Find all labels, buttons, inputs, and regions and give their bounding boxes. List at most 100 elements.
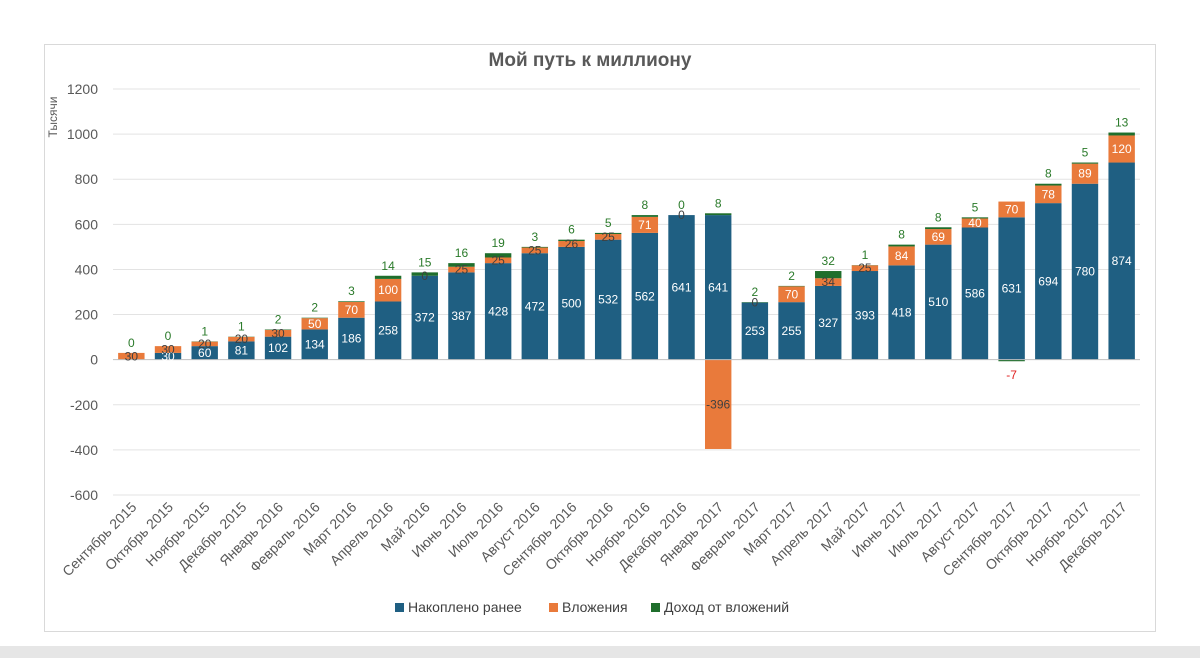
data-label: 255: [782, 324, 802, 338]
data-label: 562: [635, 289, 655, 303]
data-label: 30: [161, 343, 175, 357]
data-label: 0: [165, 329, 172, 343]
legend-label: Вложения: [562, 599, 628, 615]
bar-segment: [594, 234, 622, 240]
data-label: 70: [1005, 202, 1019, 216]
data-label: 586: [965, 287, 985, 301]
data-label: 50: [308, 317, 322, 331]
bar-segment: [191, 341, 218, 347]
data-label: 1: [238, 320, 245, 334]
data-label: 8: [641, 198, 648, 212]
data-label: 120: [1112, 142, 1132, 156]
data-label: 70: [785, 287, 799, 301]
data-label: 100: [378, 283, 398, 297]
bar-segment: [264, 329, 292, 337]
data-label: 418: [892, 306, 912, 320]
data-label: 89: [1078, 167, 1092, 181]
bar-segment: [521, 246, 549, 248]
data-label: 327: [818, 316, 838, 330]
data-label: 253: [745, 324, 765, 338]
data-label: 874: [1112, 254, 1132, 268]
bar-segment: [704, 359, 732, 449]
y-axis-label: Тысячи: [46, 97, 60, 138]
bar-segment: [668, 215, 695, 360]
bar-segment: [154, 346, 182, 353]
bar-segment: [521, 247, 549, 254]
y-tick-label: -600: [70, 487, 98, 503]
bar-segment: [851, 265, 879, 272]
bar-segment: [631, 215, 659, 217]
bar-segment: [998, 201, 1025, 218]
data-label: 8: [935, 210, 942, 224]
bar-segment: [1071, 162, 1099, 164]
data-label: 2: [788, 269, 795, 283]
bar-segment: [778, 286, 805, 303]
data-label: 25: [858, 261, 872, 275]
bar-segment: [301, 318, 328, 330]
legend-swatch: [651, 603, 660, 612]
data-label: 26: [565, 237, 579, 251]
data-label: 8: [1045, 167, 1052, 181]
data-label: 6: [568, 223, 575, 237]
data-label: 25: [455, 263, 469, 277]
data-label: 0: [678, 198, 685, 212]
bar-segment: [301, 329, 328, 360]
data-label: 428: [488, 304, 508, 318]
bar-segment: [888, 244, 915, 247]
data-label: 30: [271, 326, 285, 340]
bar-segment: [558, 246, 585, 360]
bar-segment: [1108, 162, 1135, 360]
bar-segment: [338, 317, 365, 360]
data-label: 780: [1075, 265, 1095, 279]
data-label: 15: [418, 255, 432, 269]
bar-segment: [1035, 185, 1062, 204]
bar-segment: [558, 241, 585, 247]
data-label: 70: [345, 303, 359, 317]
bar-segment: [704, 215, 732, 360]
y-tick-label: 800: [75, 171, 99, 187]
y-tick-label: -400: [70, 442, 98, 458]
chart-title: Мой путь к миллиону: [489, 50, 692, 71]
bar-segment: [925, 227, 952, 230]
bar-segment: [338, 301, 365, 302]
data-label: 641: [708, 280, 728, 294]
bar-segment: [374, 301, 402, 360]
bar-segment: [521, 253, 549, 360]
bottom-strip: [0, 646, 1200, 658]
data-label: 387: [451, 309, 471, 323]
bar-segment: [888, 265, 915, 360]
y-tick-labels: 1200 1000 800 600 400 200 0 -200 -400 -600: [67, 81, 98, 503]
legend-swatch: [395, 603, 404, 612]
legend-swatch: [549, 603, 558, 612]
data-label: 34: [822, 275, 836, 289]
bar-segment: [228, 336, 255, 342]
legend-label: Накоплено ранее: [408, 599, 522, 615]
data-label: 20: [198, 337, 212, 351]
data-label: 102: [268, 341, 288, 355]
data-label: 186: [341, 332, 361, 346]
data-label: -396: [706, 397, 730, 411]
bar-segment: [374, 275, 402, 279]
data-label: 25: [491, 253, 505, 267]
data-label: 532: [598, 293, 618, 307]
bar-segment: [484, 263, 512, 360]
bar-segment: [1108, 132, 1135, 136]
data-label: 3: [531, 230, 538, 244]
bar-segment: [228, 341, 255, 360]
data-label: 5: [1082, 146, 1089, 160]
bar-segment: [961, 218, 989, 228]
bar-segment: [961, 217, 989, 219]
bar-segment: [741, 302, 769, 360]
bar-segment: [925, 244, 952, 360]
data-label: 5: [972, 200, 979, 214]
data-label: 81: [235, 344, 249, 358]
data-label: -7: [1006, 368, 1017, 382]
bar-segment: [448, 272, 475, 360]
bar-segment: [264, 336, 292, 360]
data-label: 510: [928, 295, 948, 309]
bar-segment: [925, 229, 952, 245]
data-label: 1: [201, 324, 208, 338]
data-label: 0: [752, 296, 759, 310]
